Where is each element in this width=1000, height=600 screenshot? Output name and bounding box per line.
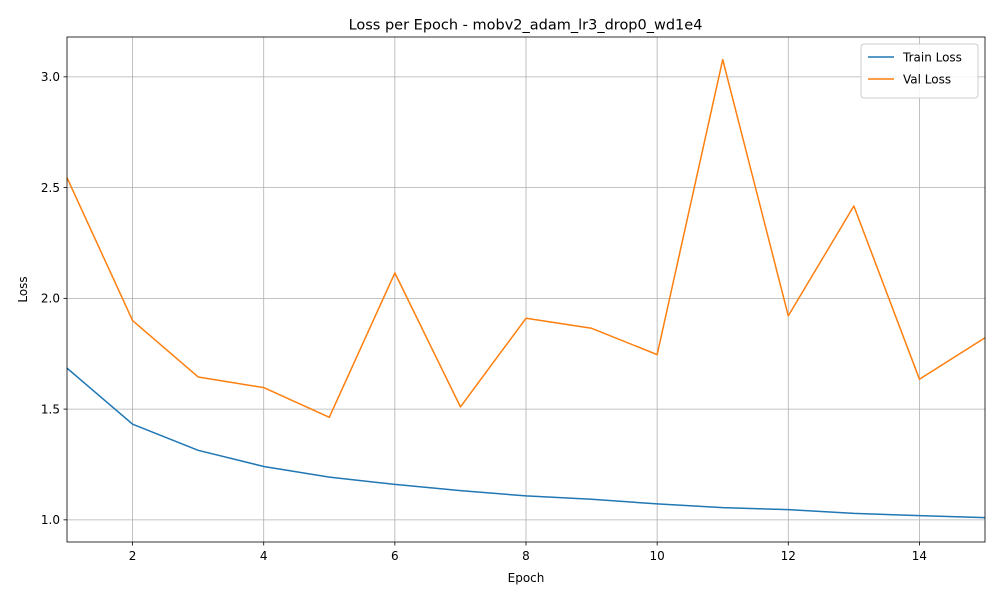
x-tick-label: 6 [391,549,399,563]
x-tick-label: 2 [129,549,137,563]
x-axis-ticks: 2 4 6 8 10 12 14 [129,542,927,563]
series-line-val-loss [66,58,986,419]
y-axis-ticks: 1.0 1.5 2.0 2.5 3.0 [41,70,67,527]
y-tick-label: 2.0 [41,292,60,306]
x-tick-label: 12 [781,549,796,563]
y-tick-label: 3.0 [41,70,60,84]
y-tick-label: 2.5 [41,181,60,195]
grid-lines [67,37,985,542]
y-tick-label: 1.0 [41,513,60,527]
series-line-train-loss [66,367,986,519]
chart-title: Loss per Epoch - mobv2_adam_lr3_drop0_wd… [349,18,703,34]
y-axis-title: Loss [16,276,30,302]
legend-label: Train Loss [902,50,962,64]
x-tick-label: 8 [522,549,530,563]
x-tick-label: 14 [912,549,927,563]
y-tick-label: 1.5 [41,402,60,416]
series-layer [66,58,986,519]
legend: Train Loss Val Loss [860,43,979,99]
x-axis-title: Epoch [508,571,545,585]
x-tick-label: 4 [260,549,268,563]
legend-label: Val Loss [903,72,951,86]
x-tick-label: 10 [650,549,665,563]
